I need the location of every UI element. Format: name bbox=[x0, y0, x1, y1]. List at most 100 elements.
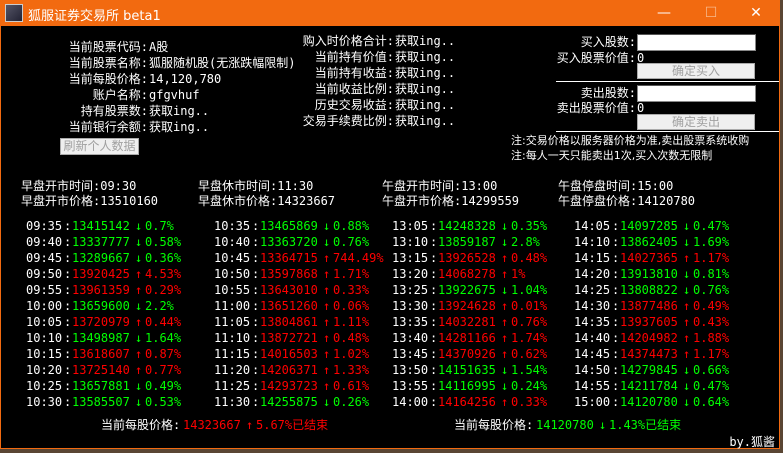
row-time: 11:00 bbox=[214, 299, 251, 313]
summary-change: 1.43%已结束 bbox=[609, 418, 682, 432]
row-colon: : bbox=[64, 251, 72, 265]
buy-qty-input[interactable] bbox=[637, 34, 756, 51]
info-value: 狐服随机股(无涨跌幅限制) bbox=[149, 56, 296, 70]
row-time: 10:20 bbox=[26, 363, 63, 377]
row-colon: : bbox=[612, 219, 620, 233]
arrow-up-icon: ↑ bbox=[683, 299, 691, 313]
refresh-data-button[interactable]: 刷新个人数据 bbox=[60, 138, 139, 155]
row-colon: : bbox=[64, 219, 72, 233]
row-colon: : bbox=[64, 267, 72, 281]
arrow-down-icon: ↓ bbox=[323, 395, 331, 409]
row-price: 13808822 bbox=[620, 283, 678, 297]
price-row: 11:30:14255875 ↓ 0.26% bbox=[214, 394, 386, 410]
row-change: 0.58% bbox=[145, 235, 182, 249]
row-time: 14:50 bbox=[574, 363, 611, 377]
row-colon: : bbox=[430, 331, 438, 345]
row-time: 11:10 bbox=[214, 331, 251, 345]
row-price: 13862405 bbox=[620, 235, 678, 249]
row-time: 09:50 bbox=[26, 267, 63, 281]
arrow-down-icon: ↓ bbox=[683, 379, 691, 393]
row-change: 1.64% bbox=[145, 331, 182, 345]
maximize-button[interactable]: ☐ bbox=[704, 5, 718, 21]
row-price: 13364715 bbox=[260, 251, 318, 265]
row-change: 0.47% bbox=[693, 219, 730, 233]
arrow-up-icon: ↑ bbox=[501, 299, 509, 313]
price-row: 10:45:13364715 ↑ 744.49% bbox=[214, 250, 386, 266]
price-row: 14:40:14204982 ↑ 1.88% bbox=[574, 330, 746, 346]
row-price: 13651260 bbox=[260, 299, 318, 313]
session-price-header: 早盘休市价格:14323667 bbox=[198, 194, 336, 208]
row-time: 14:55 bbox=[574, 379, 611, 393]
row-change: 0.49% bbox=[693, 299, 730, 313]
row-colon: : bbox=[64, 331, 72, 345]
row-time: 13:40 bbox=[392, 331, 429, 345]
row-colon: : bbox=[612, 267, 620, 281]
close-button[interactable]: ✕ bbox=[750, 5, 762, 21]
row-change: 1.17% bbox=[693, 251, 730, 265]
info-label: 当前股票名称: bbox=[68, 56, 148, 70]
price-row: 11:00:13651260 ↑ 0.06% bbox=[214, 298, 386, 314]
row-time: 11:25 bbox=[214, 379, 251, 393]
arrow-down-icon: ↓ bbox=[683, 235, 691, 249]
buy-qty-label: 买入股数: bbox=[580, 35, 636, 49]
row-price: 14032281 bbox=[438, 315, 496, 329]
price-row: 09:35:13415142 ↓ 0.7% bbox=[26, 218, 198, 234]
app-icon bbox=[5, 4, 23, 22]
sell-qty-input[interactable] bbox=[637, 85, 756, 102]
price-row: 13:15:13926528 ↑ 0.48% bbox=[392, 250, 564, 266]
stats-label: 当前持有价值: bbox=[314, 50, 394, 64]
row-time: 10:55 bbox=[214, 283, 251, 297]
row-price: 14068278 bbox=[438, 267, 496, 281]
row-colon: : bbox=[252, 347, 260, 361]
price-row: 13:45:14370926 ↑ 0.62% bbox=[392, 346, 564, 362]
row-time: 14:30 bbox=[574, 299, 611, 313]
row-change: 0.06% bbox=[333, 299, 370, 313]
confirm-buy-button[interactable]: 确定买入 bbox=[637, 63, 755, 79]
row-change: 2.8% bbox=[511, 235, 540, 249]
row-time: 10:35 bbox=[214, 219, 251, 233]
confirm-sell-button[interactable]: 确定卖出 bbox=[637, 114, 755, 130]
row-time: 14:25 bbox=[574, 283, 611, 297]
arrow-down-icon: ↓ bbox=[135, 379, 143, 393]
row-change: 1.74% bbox=[511, 331, 548, 345]
row-price: 13289667 bbox=[72, 251, 130, 265]
arrow-up-icon: ↑ bbox=[323, 299, 331, 313]
price-row: 14:15:14027365 ↑ 1.17% bbox=[574, 250, 746, 266]
session-time-header: 早盘休市时间:11:30 bbox=[198, 179, 314, 193]
info-label: 当前股票代码: bbox=[68, 40, 148, 54]
row-time: 13:15 bbox=[392, 251, 429, 265]
info-label: 账户名称: bbox=[92, 88, 148, 102]
row-price: 13937605 bbox=[620, 315, 678, 329]
summary-value: 14323667 bbox=[183, 418, 241, 432]
stats-label: 交易手续费比例: bbox=[302, 114, 394, 128]
price-row: 13:35:14032281 ↑ 0.76% bbox=[392, 314, 564, 330]
row-time: 13:20 bbox=[392, 267, 429, 281]
row-price: 14374473 bbox=[620, 347, 678, 361]
price-row: 10:15:13618607 ↑ 0.87% bbox=[26, 346, 198, 362]
row-colon: : bbox=[64, 299, 72, 313]
row-change: 744.49% bbox=[333, 251, 384, 265]
row-time: 09:45 bbox=[26, 251, 63, 265]
price-row: 14:20:13913810 ↓ 0.81% bbox=[574, 266, 746, 282]
row-time: 10:05 bbox=[26, 315, 63, 329]
title-bar: 狐服证券交易所 beta1 — ☐ ✕ bbox=[1, 0, 779, 26]
row-colon: : bbox=[430, 267, 438, 281]
arrow-up-icon: ↑ bbox=[135, 347, 143, 361]
row-change: 0.43% bbox=[693, 315, 730, 329]
row-change: 0.81% bbox=[693, 267, 730, 281]
price-row: 10:40:13363720 ↓ 0.76% bbox=[214, 234, 386, 250]
price-row: 13:20:14068278 ↑ 1% bbox=[392, 266, 564, 282]
minimize-button[interactable]: — bbox=[657, 5, 671, 21]
price-row: 10:55:13643010 ↑ 0.33% bbox=[214, 282, 386, 298]
arrow-down-icon: ↓ bbox=[135, 331, 143, 345]
info-value: A股 bbox=[149, 40, 169, 54]
price-row: 09:45:13289667 ↓ 0.36% bbox=[26, 250, 198, 266]
price-row: 14:00:14164256 ↑ 0.33% bbox=[392, 394, 564, 410]
row-change: 1% bbox=[511, 267, 526, 281]
price-row: 11:20:14206371 ↑ 1.33% bbox=[214, 362, 386, 378]
row-colon: : bbox=[430, 235, 438, 249]
price-row: 14:45:14374473 ↑ 1.17% bbox=[574, 346, 746, 362]
row-time: 14:05 bbox=[574, 219, 611, 233]
row-time: 14:45 bbox=[574, 347, 611, 361]
summary-price: 当前每股价格: 14323667 ↑ 5.67%已结束 bbox=[101, 417, 361, 433]
